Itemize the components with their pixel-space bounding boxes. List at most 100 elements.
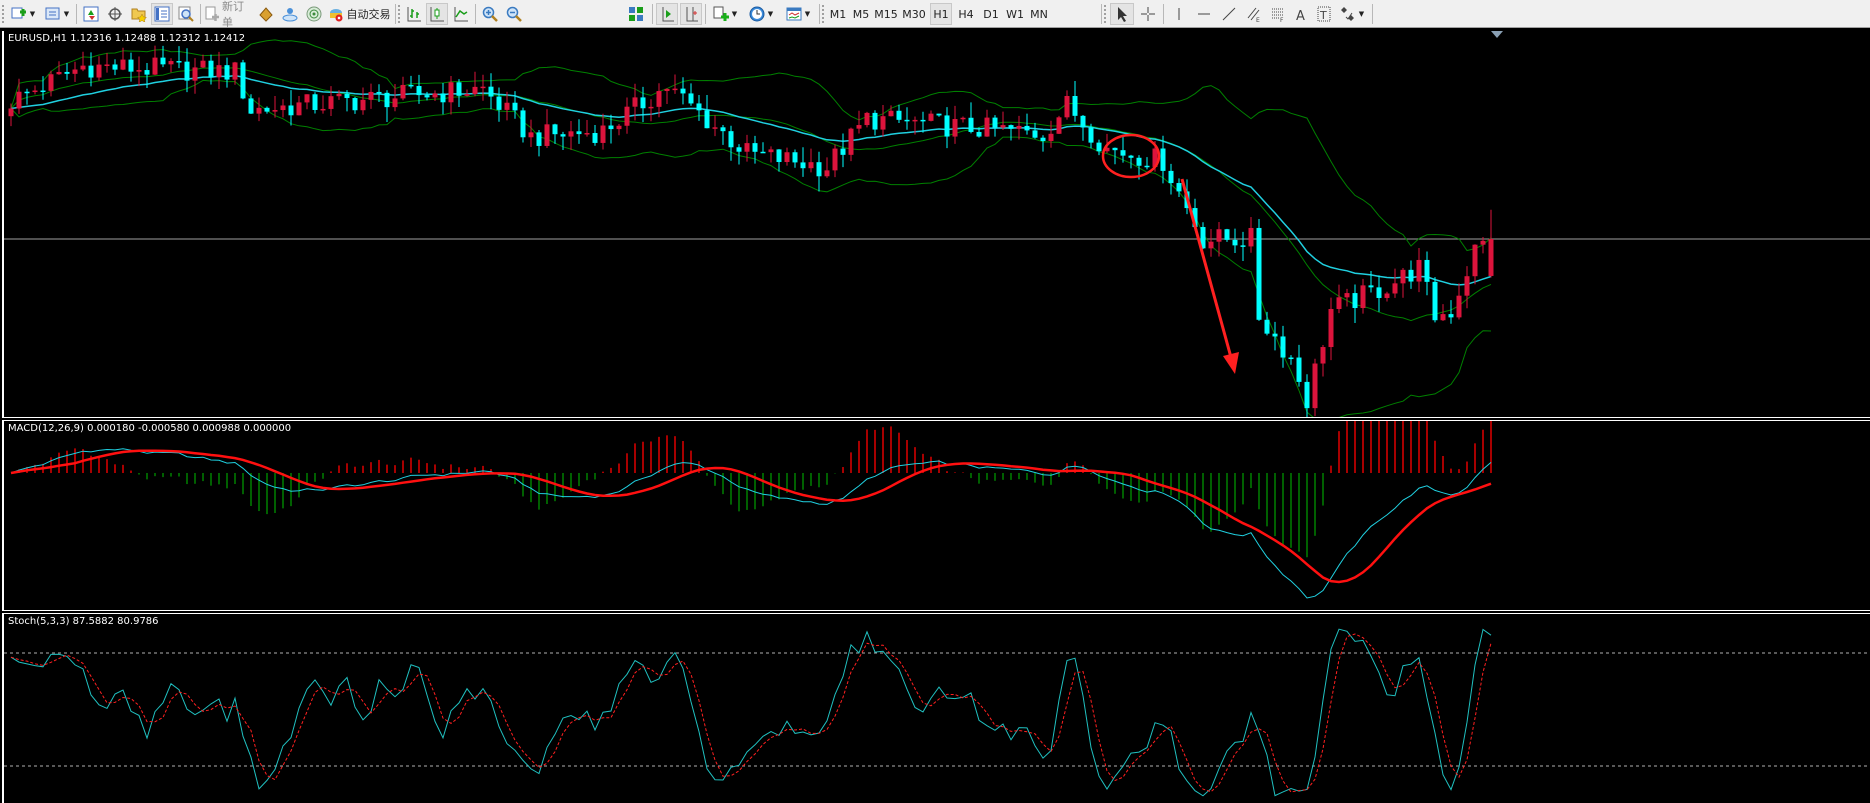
pane-divider[interactable] <box>2 610 1870 614</box>
chevron-down-icon: ▼ <box>731 10 738 18</box>
candle-body <box>1408 269 1414 282</box>
candle-body <box>136 70 142 72</box>
timeframe-m30[interactable]: M30 <box>902 7 926 21</box>
terminal-button[interactable] <box>151 3 173 25</box>
crosshair-tool[interactable] <box>1137 3 1159 25</box>
text-a-icon: A <box>1293 6 1309 24</box>
chart-shift-marker-icon[interactable] <box>1491 31 1505 39</box>
navigator-button[interactable] <box>128 3 150 25</box>
candle-body <box>128 59 134 72</box>
stochastic-label: Stoch(5,3,3) 87.5882 80.9786 <box>8 616 159 627</box>
folder-star-icon <box>131 6 148 23</box>
candle-body <box>648 106 654 109</box>
tile-windows-button[interactable] <box>625 3 647 25</box>
timeframe-h4[interactable]: H4 <box>958 7 974 21</box>
signals-button[interactable] <box>279 3 301 25</box>
chart-window[interactable]: EURUSD,H1 1.12316 1.12488 1.12312 1.1241… <box>0 28 1870 803</box>
candle-body <box>416 86 422 96</box>
candle-body <box>16 91 22 109</box>
candle-body <box>1304 381 1310 409</box>
auto-trading-button[interactable]: 自动交易 <box>327 3 391 25</box>
candle-body <box>1208 241 1214 249</box>
cursor-arrow-icon <box>1114 6 1130 22</box>
candle-body <box>288 105 294 116</box>
candle-body <box>1000 125 1006 128</box>
candle-body <box>1176 183 1182 192</box>
candle-body <box>152 57 158 75</box>
candle-body <box>432 93 438 98</box>
candle-body <box>1088 127 1094 143</box>
market-watch-button[interactable] <box>80 3 102 25</box>
svg-text:T: T <box>1319 9 1327 22</box>
stochastic-main-line <box>10 628 1492 797</box>
candle-body <box>848 128 854 155</box>
chevron-down-icon: ▼ <box>804 10 811 18</box>
text-tool[interactable]: A <box>1290 3 1312 25</box>
profiles-button[interactable]: ▼ <box>42 3 72 25</box>
timeframe-m5[interactable]: M5 <box>852 7 870 21</box>
candle-body <box>192 67 198 81</box>
periods-button[interactable]: ▼ <box>745 3 777 25</box>
candle-body <box>1224 229 1230 240</box>
candle-body <box>680 88 686 94</box>
candle-body <box>504 102 510 110</box>
bar-chart-button[interactable] <box>403 3 425 25</box>
zoom-in-button[interactable] <box>479 3 501 25</box>
candle-body <box>992 117 998 128</box>
candle-body <box>1488 239 1494 276</box>
candle-body <box>672 88 678 91</box>
channel-tool[interactable]: E <box>1243 3 1265 25</box>
vertical-line-tool[interactable] <box>1168 3 1190 25</box>
new-order-button[interactable]: 新订单 <box>204 0 252 29</box>
candle-body <box>296 102 302 116</box>
candle-body <box>608 125 614 130</box>
cloud-user-icon <box>282 6 298 22</box>
candle-body <box>384 92 390 108</box>
candle-body <box>856 125 862 129</box>
candle-body <box>1280 336 1286 358</box>
candle-body <box>920 119 926 122</box>
symbol-ohlc-label: EURUSD,H1 1.12316 1.12488 1.12312 1.1241… <box>8 33 246 44</box>
indicators-button[interactable]: ▼ <box>709 3 741 25</box>
trendline-tool[interactable] <box>1218 3 1240 25</box>
templates-button[interactable]: ▼ <box>781 3 815 25</box>
candle-body <box>320 108 326 111</box>
arrows-tool[interactable]: ▼ <box>1337 3 1367 25</box>
line-chart-button[interactable] <box>450 3 472 25</box>
new-chart-button[interactable]: ▼ <box>8 3 38 25</box>
horizontal-line-icon <box>1196 6 1212 22</box>
candle-body <box>520 110 526 138</box>
macd-pane[interactable]: MACD(12,26,9) 0.000180 -0.000580 0.00098… <box>2 421 1870 610</box>
strategy-tester-button[interactable] <box>175 3 197 25</box>
zoom-out-button[interactable] <box>503 3 525 25</box>
timeframe-h1[interactable]: H1 <box>930 3 952 25</box>
equidistant-channel-icon: E <box>1246 6 1262 24</box>
candle-body <box>240 62 246 99</box>
timeframe-w1[interactable]: W1 <box>1006 7 1024 21</box>
cursor-tool[interactable] <box>1110 3 1134 25</box>
market-button[interactable] <box>303 3 325 25</box>
candle-body <box>280 105 286 111</box>
fibonacci-icon: F <box>1270 6 1286 24</box>
text-label-tool[interactable]: T <box>1313 3 1335 25</box>
timeframe-m15[interactable]: M15 <box>874 7 898 21</box>
candle-body <box>568 131 574 137</box>
candlestick-chart-button[interactable] <box>426 3 448 25</box>
price-chart-pane[interactable]: EURUSD,H1 1.12316 1.12488 1.12312 1.1241… <box>2 31 1870 417</box>
data-window-button[interactable] <box>104 3 126 25</box>
candle-body <box>1368 285 1374 288</box>
stochastic-pane[interactable]: Stoch(5,3,3) 87.5882 80.9786 <box>2 614 1870 803</box>
timeframe-mn[interactable]: MN <box>1030 7 1048 21</box>
toolbar-grip[interactable] <box>2 5 4 23</box>
chart-shift-button[interactable] <box>680 3 702 25</box>
horizontal-line-tool[interactable] <box>1193 3 1215 25</box>
trendline-icon <box>1221 6 1237 22</box>
timeframe-d1[interactable]: D1 <box>983 7 999 21</box>
candle-body <box>688 93 694 104</box>
timeframe-m1[interactable]: M1 <box>829 7 847 21</box>
fibonacci-tool[interactable]: F <box>1267 3 1289 25</box>
auto-scroll-button[interactable] <box>656 3 678 25</box>
history-button[interactable] <box>255 3 277 25</box>
candle-body <box>112 64 118 70</box>
pane-divider[interactable] <box>2 417 1870 421</box>
